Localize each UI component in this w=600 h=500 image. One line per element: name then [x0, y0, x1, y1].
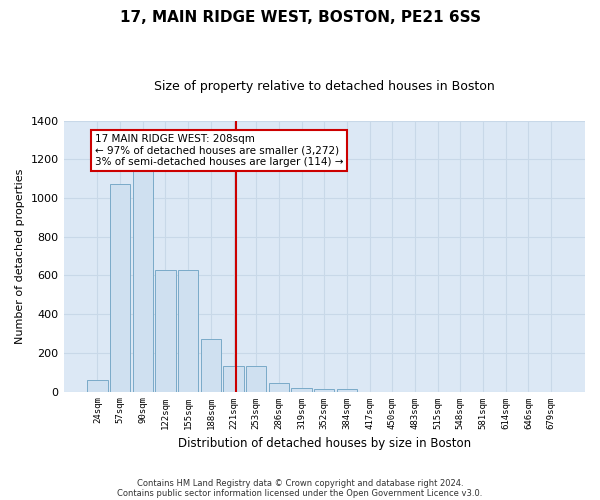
Bar: [87, 380, 107, 392]
Text: 17, MAIN RIDGE WEST, BOSTON, PE21 6SS: 17, MAIN RIDGE WEST, BOSTON, PE21 6SS: [119, 10, 481, 25]
Title: Size of property relative to detached houses in Boston: Size of property relative to detached ho…: [154, 80, 494, 93]
Text: Contains public sector information licensed under the Open Government Licence v3: Contains public sector information licen…: [118, 490, 482, 498]
Bar: [223, 366, 244, 392]
Bar: [155, 270, 176, 392]
Bar: [200, 340, 221, 392]
Bar: [178, 270, 199, 392]
Bar: [246, 366, 266, 392]
Y-axis label: Number of detached properties: Number of detached properties: [15, 168, 25, 344]
Bar: [110, 184, 130, 392]
X-axis label: Distribution of detached houses by size in Boston: Distribution of detached houses by size …: [178, 437, 471, 450]
Text: 17 MAIN RIDGE WEST: 208sqm
← 97% of detached houses are smaller (3,272)
3% of se: 17 MAIN RIDGE WEST: 208sqm ← 97% of deta…: [95, 134, 343, 168]
Bar: [314, 388, 334, 392]
Bar: [292, 388, 312, 392]
Bar: [337, 388, 357, 392]
Bar: [269, 383, 289, 392]
Bar: [133, 148, 153, 392]
Text: Contains HM Land Registry data © Crown copyright and database right 2024.: Contains HM Land Registry data © Crown c…: [137, 478, 463, 488]
